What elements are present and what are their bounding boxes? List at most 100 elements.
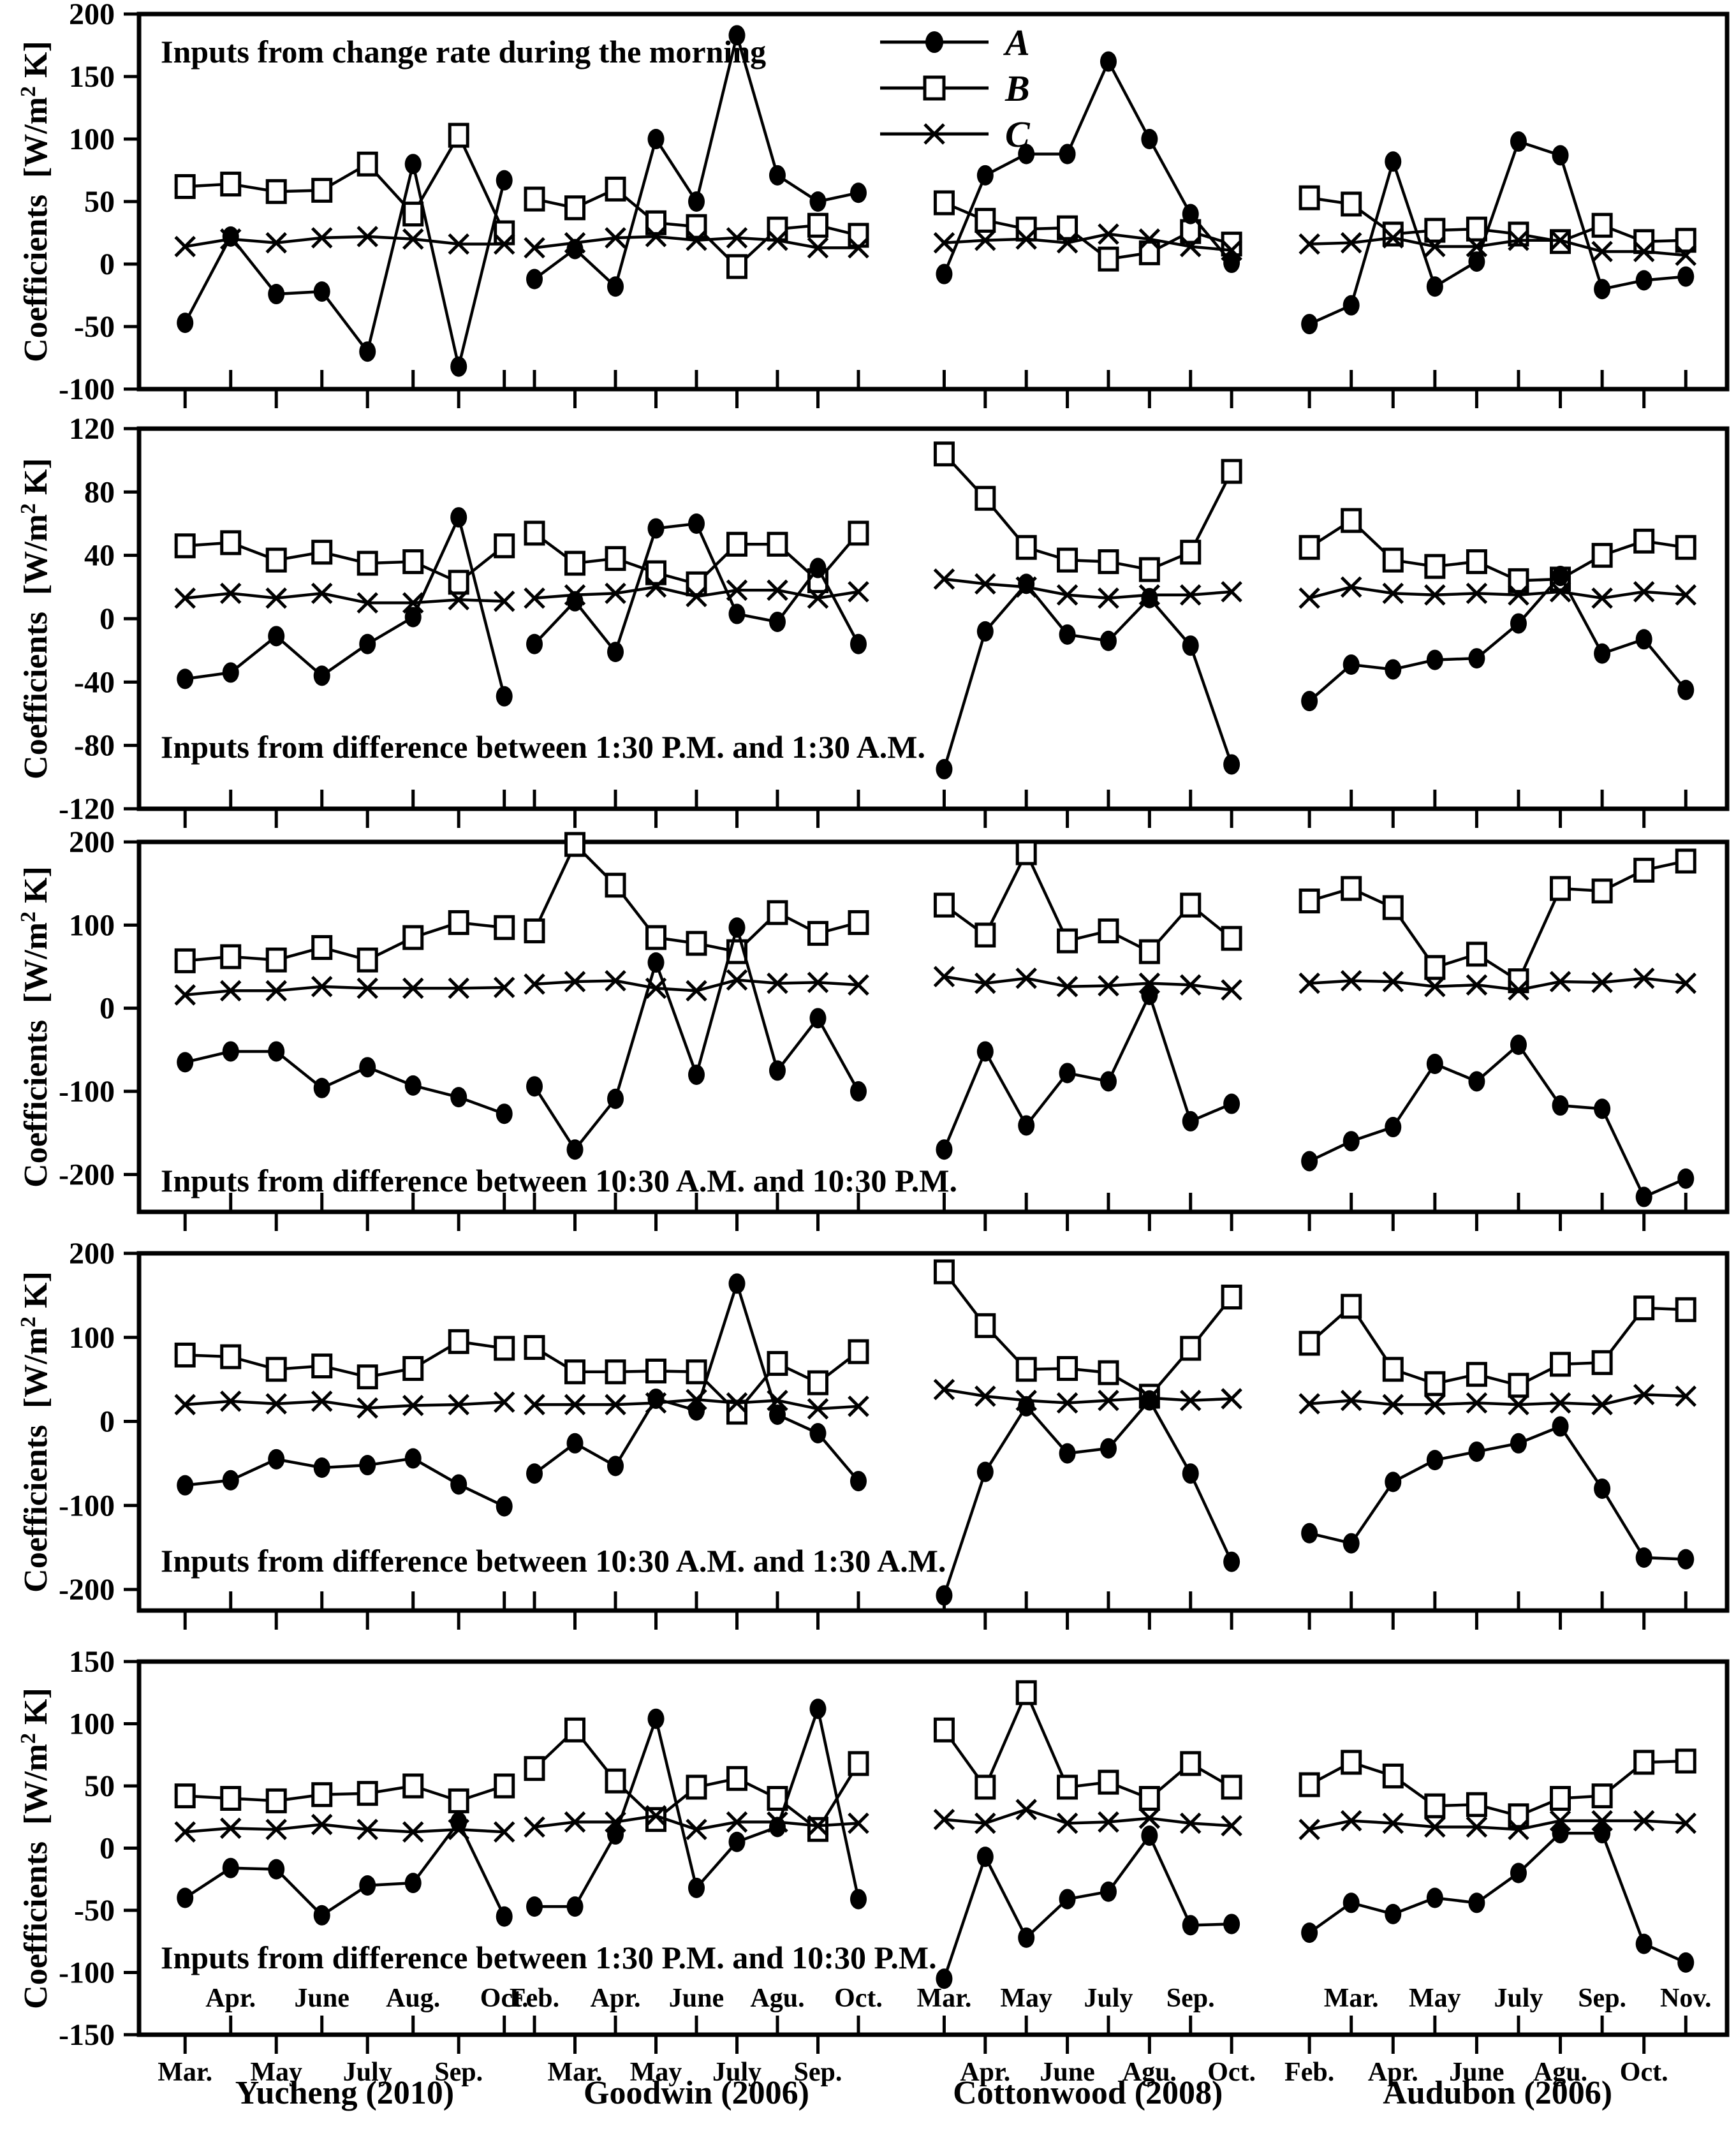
series-C-marker	[1138, 228, 1161, 250]
series-A-marker	[1385, 1471, 1402, 1493]
series-B-marker	[767, 900, 788, 925]
series-A-marker	[1510, 1862, 1527, 1884]
series-C-marker	[1508, 979, 1529, 1001]
series-B-marker	[1015, 216, 1037, 242]
panel-5-plot: 150 100 50 0 -50 -100 -150 Mar. Apr. May June July A…	[59, 1645, 1730, 2087]
series-B-marker	[174, 533, 196, 559]
series-B-marker	[265, 1357, 287, 1382]
series-C-marker	[686, 586, 707, 608]
series-C-marker	[1633, 240, 1655, 263]
series-A-marker	[1635, 629, 1652, 650]
series-A-marker	[1552, 565, 1569, 586]
series-A-marker	[1182, 635, 1199, 656]
series-C-marker	[1675, 244, 1697, 267]
month-label: Sep.	[434, 2058, 483, 2087]
series-B-marker	[174, 948, 196, 973]
series-A-marker	[450, 1087, 467, 1108]
series-C-marker	[493, 233, 515, 255]
series-C-marker	[686, 1818, 707, 1841]
y-tick-label: 100	[69, 908, 115, 942]
y-tick-label: 120	[69, 412, 115, 446]
series-B-marker	[1180, 1336, 1202, 1361]
series-B-marker	[494, 533, 515, 559]
series-A-marker	[1426, 1887, 1443, 1908]
y-tick-label: 80	[84, 475, 115, 509]
y-tick-label: -100	[59, 372, 115, 406]
panel-4-plot: 200 100 0 -100 -200	[59, 1237, 1730, 1630]
legend-item-A: A	[880, 19, 1030, 65]
series-A-marker	[1385, 1117, 1402, 1138]
series-B-marker	[1098, 1769, 1119, 1795]
y-tick-label: -100	[59, 1489, 115, 1523]
series-B-marker	[726, 531, 747, 557]
series-B-marker	[357, 1781, 378, 1806]
series-C-marker	[1056, 1392, 1078, 1414]
series-C-marker	[848, 974, 869, 996]
series-C-marker	[357, 1818, 378, 1841]
series-C-marker	[1633, 581, 1655, 603]
series-A-marker	[222, 1470, 239, 1491]
y-tick-label: 200	[69, 825, 115, 859]
y-axis-title-panel-3: Coefficients [W/m2 K]	[16, 866, 55, 1188]
series-C-marker	[1056, 584, 1078, 606]
series-A-marker	[496, 1103, 513, 1124]
series-C-marker	[605, 1394, 626, 1415]
series-C-marker	[975, 972, 996, 994]
series-C-marker	[1340, 232, 1362, 254]
series-A-marker	[1223, 1093, 1240, 1114]
series-A-marker	[936, 263, 953, 284]
series-A-marker	[769, 611, 786, 632]
y-tick-label: -50	[74, 310, 115, 344]
series-B-marker	[448, 1329, 469, 1354]
series-B-marker	[402, 549, 424, 575]
series-A-marker	[1018, 1396, 1035, 1417]
series-B-marker	[494, 915, 515, 940]
series-C-marker	[1549, 229, 1571, 251]
series-B-marker	[311, 1782, 333, 1808]
series-A-marker	[1059, 144, 1076, 165]
series-B-marker	[933, 1259, 955, 1285]
y-tick-label: 0	[99, 602, 115, 636]
series-B-marker	[1298, 1331, 1320, 1356]
series-C-marker	[848, 237, 869, 259]
series-B-marker	[1098, 918, 1119, 943]
series-A-marker	[1468, 251, 1485, 272]
series-C-marker	[1098, 1389, 1119, 1412]
series-C-marker	[933, 232, 955, 254]
series-C-line	[1309, 1819, 1686, 1831]
series-A-marker	[1468, 648, 1485, 669]
month-label: May	[630, 2058, 682, 2087]
series-A-marker	[566, 239, 584, 260]
y-tick-label: 150	[69, 1645, 115, 1679]
series-B-marker	[975, 922, 996, 948]
series-A-marker	[526, 1463, 543, 1484]
series-C-marker	[1179, 235, 1202, 258]
series-A-marker	[850, 1889, 867, 1910]
series-B-marker	[220, 530, 242, 556]
series-C-marker	[265, 232, 287, 254]
series-B-marker	[448, 122, 469, 148]
series-B-marker	[1424, 1371, 1446, 1396]
series-B-marker	[1098, 1360, 1119, 1385]
series-A-marker	[177, 1475, 194, 1496]
series-C-line	[1309, 236, 1686, 257]
series-B-marker	[402, 202, 424, 227]
series-B-marker	[1508, 568, 1529, 593]
series-A-marker	[313, 1905, 330, 1926]
x-cross-icon	[880, 123, 989, 145]
series-A-marker	[809, 1699, 827, 1720]
series-C-marker	[726, 1811, 748, 1833]
series-C-marker	[645, 226, 667, 247]
series-A-marker	[769, 1404, 786, 1425]
series-C-marker	[1508, 1394, 1529, 1415]
series-C-marker	[402, 1821, 424, 1843]
series-A-marker	[1635, 1186, 1652, 1207]
series-B-marker	[494, 1773, 515, 1799]
series-B-line	[1309, 1759, 1686, 1818]
series-C-marker	[1221, 1388, 1242, 1410]
series-A-marker	[1059, 624, 1076, 645]
series-C-line	[944, 1808, 1232, 1827]
series-B-marker	[1591, 212, 1613, 238]
site-label-audubon: Audubon (2006)	[1383, 2075, 1613, 2111]
